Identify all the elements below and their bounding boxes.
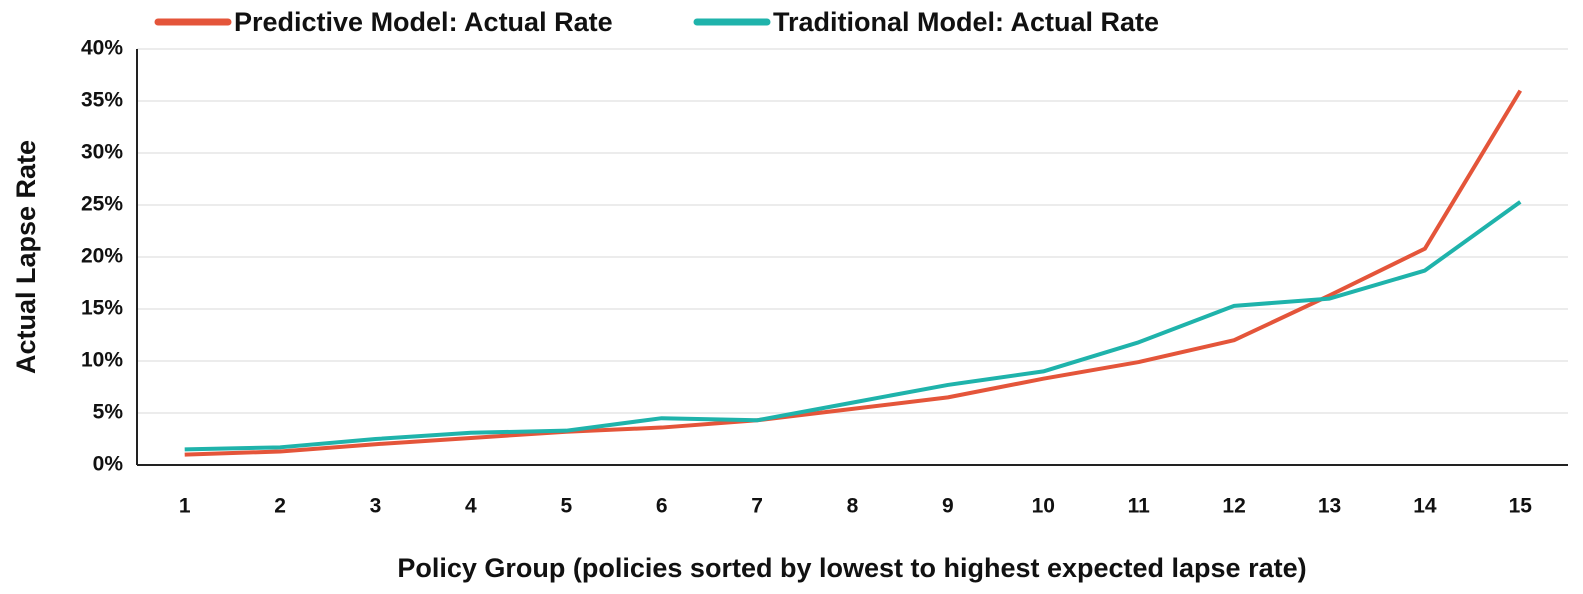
x-tick-label: 2 <box>274 495 286 518</box>
x-tick-label: 7 <box>751 495 763 518</box>
y-tick-label: 10% <box>81 349 123 372</box>
x-tick-label: 14 <box>1413 495 1437 518</box>
x-tick-label: 11 <box>1128 495 1151 518</box>
y-tick-label: 25% <box>81 193 123 216</box>
x-tick-label: 15 <box>1509 495 1533 518</box>
y-tick-label: 30% <box>81 141 123 164</box>
x-tick-label: 3 <box>370 495 382 518</box>
legend-label: Predictive Model: Actual Rate <box>234 7 613 37</box>
x-tick-label: 13 <box>1318 495 1341 518</box>
x-tick-label: 10 <box>1032 495 1055 518</box>
x-tick-label: 1 <box>179 495 191 518</box>
x-tick-label: 9 <box>942 495 954 518</box>
y-tick-label: 40% <box>81 37 123 60</box>
x-axis-label: Policy Group (policies sorted by lowest … <box>397 553 1306 583</box>
x-tick-label: 5 <box>560 495 572 518</box>
y-tick-label: 35% <box>81 89 123 112</box>
y-tick-label: 20% <box>81 245 123 268</box>
y-tick-label: 5% <box>93 401 124 424</box>
x-tick-label: 6 <box>656 495 668 518</box>
data-line <box>184 200 1522 452</box>
legend-label: Traditional Model: Actual Rate <box>773 7 1159 37</box>
x-tick-label: 12 <box>1222 495 1245 518</box>
y-tick-label: 0% <box>93 453 124 476</box>
x-tick-label: 4 <box>465 495 477 518</box>
data-line <box>184 89 1523 457</box>
y-tick-label: 15% <box>81 297 123 320</box>
y-axis-label: Actual Lapse Rate <box>11 140 41 374</box>
x-tick-label: 8 <box>847 495 859 518</box>
